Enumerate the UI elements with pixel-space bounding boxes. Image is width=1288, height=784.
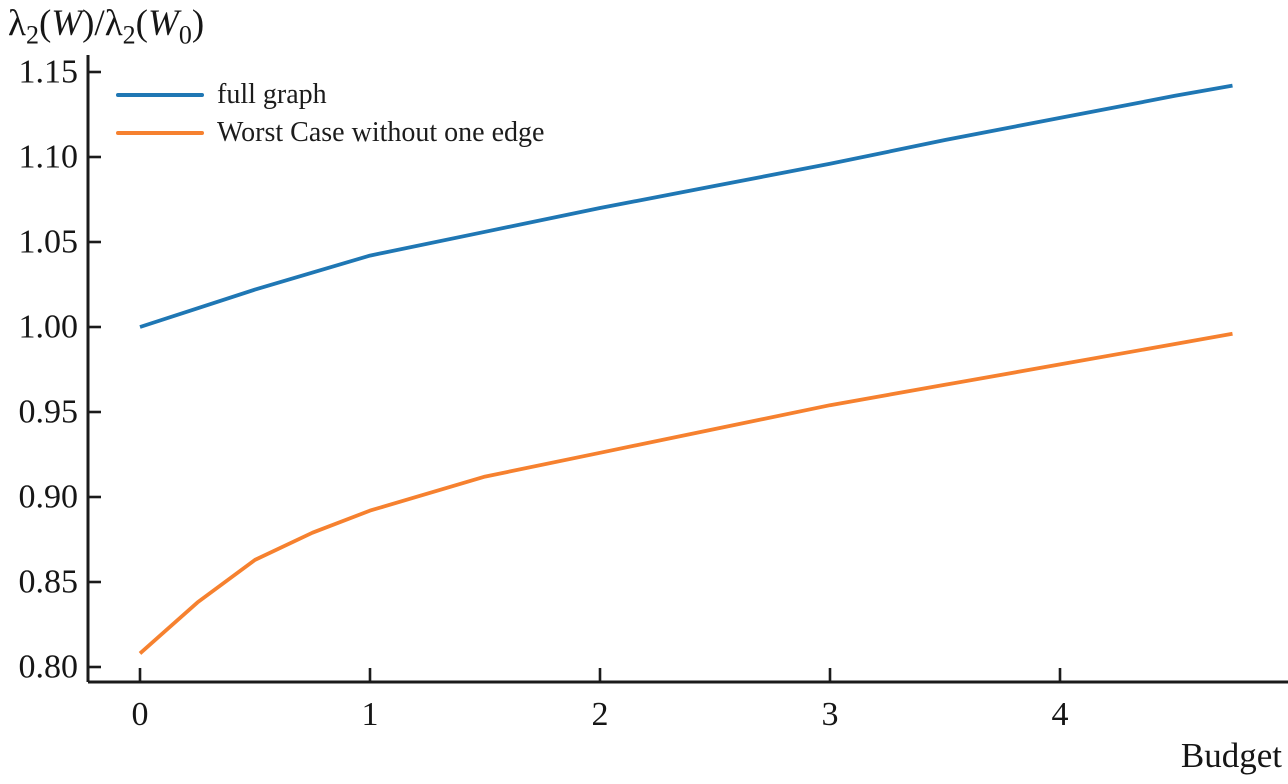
y-tick-label: 1.00 <box>19 309 79 346</box>
legend-line-swatch <box>116 93 204 97</box>
legend-item: Worst Case without one edge <box>116 114 544 152</box>
y-axis-title-part: ( <box>38 3 52 44</box>
y-axis-title-part: ( <box>135 3 148 44</box>
y-axis-title-part: 2 <box>25 20 39 50</box>
legend-line-swatch <box>116 131 204 135</box>
y-tick-label: 0.90 <box>19 479 79 516</box>
y-axis-title-part: W <box>147 3 179 44</box>
y-axis-title-part: W <box>51 3 83 44</box>
y-tick-label: 1.15 <box>19 54 79 91</box>
x-tick-label: 3 <box>822 696 839 733</box>
y-axis-title-part: 0 <box>178 20 192 50</box>
series-line-full-graph <box>139 83 1233 329</box>
y-axis-title-part: λ <box>8 3 26 44</box>
y-axis-title-part: )/λ <box>82 3 123 44</box>
y-axis-title: λ2(W)/λ2(W0) <box>8 0 204 48</box>
y-axis-title-part: 2 <box>122 20 136 50</box>
x-tick-label: 1 <box>362 696 379 733</box>
x-tick-label: 0 <box>132 696 149 733</box>
legend: full graph Worst Case without one edge <box>116 76 544 152</box>
x-tick-label: 2 <box>592 696 609 733</box>
y-tick-label: 1.10 <box>19 139 79 176</box>
x-tick-label: 4 <box>1052 696 1069 733</box>
y-tick-label: 1.05 <box>19 224 79 261</box>
legend-item: full graph <box>116 76 544 114</box>
y-axis-title-part: ) <box>191 3 205 44</box>
legend-label: Worst Case without one edge <box>217 117 545 148</box>
x-axis-title: Budget <box>1180 736 1282 775</box>
y-tick-label: 0.80 <box>19 649 79 686</box>
y-tick-label: 0.85 <box>19 564 79 601</box>
series-line-worst-case-without-one-edge <box>138 331 1233 655</box>
legend-label: full graph <box>217 79 327 110</box>
y-tick-label: 0.95 <box>19 394 79 431</box>
